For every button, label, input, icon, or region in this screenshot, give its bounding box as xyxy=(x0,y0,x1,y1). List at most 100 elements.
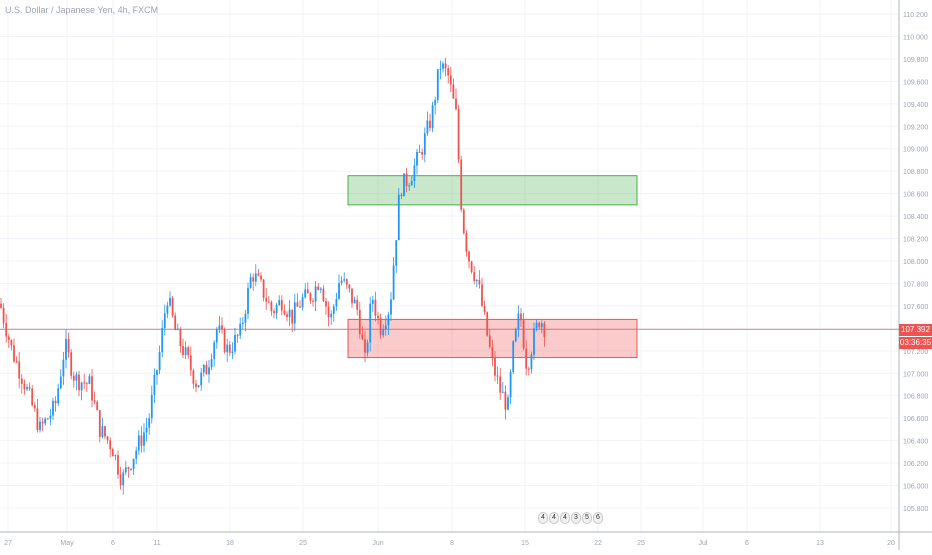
candle-body xyxy=(343,279,346,281)
candle-body xyxy=(314,286,317,302)
candle-body xyxy=(535,322,538,329)
x-tick-label: 13 xyxy=(816,540,824,547)
candle-body xyxy=(436,69,439,100)
y-tick-label: 107.200 xyxy=(903,349,928,356)
candle-body xyxy=(283,310,286,315)
candle-body xyxy=(377,315,379,319)
candle-body xyxy=(192,370,195,384)
candle-body xyxy=(236,335,239,337)
candle-body xyxy=(137,435,140,451)
candle-body xyxy=(447,68,450,76)
candle-body xyxy=(80,382,83,391)
candle-body xyxy=(457,109,460,160)
candle-body xyxy=(130,468,132,470)
candle-body xyxy=(208,367,210,375)
candle-body xyxy=(117,455,119,475)
x-tick-label: 6 xyxy=(745,540,749,547)
event-marker[interactable]: 3 xyxy=(571,512,581,524)
candle-body xyxy=(169,297,171,306)
candle-body xyxy=(332,306,335,314)
x-tick-label: 8 xyxy=(450,540,454,547)
y-tick-label: 106.800 xyxy=(903,394,928,401)
bar-countdown-label: 03:36:35 xyxy=(899,337,932,349)
candle-body xyxy=(241,322,244,324)
event-marker[interactable]: 4 xyxy=(560,512,570,524)
candle-body xyxy=(88,376,91,384)
event-marker[interactable]: 4 xyxy=(549,512,559,524)
y-tick-label: 109.600 xyxy=(903,79,928,86)
y-tick-label: 106.000 xyxy=(903,484,928,491)
candle-body xyxy=(156,370,158,375)
candle-body xyxy=(517,313,520,330)
candle-body xyxy=(325,300,327,307)
candle-body xyxy=(478,279,481,285)
candle-body xyxy=(317,286,320,290)
candle-body xyxy=(223,329,226,353)
candle-body xyxy=(98,410,101,437)
candle-body xyxy=(26,387,28,390)
y-tick-label: 109.200 xyxy=(903,124,928,131)
candle-body xyxy=(111,449,114,457)
candle-body xyxy=(439,68,442,70)
candle-body xyxy=(122,472,125,486)
candle-body xyxy=(543,323,546,338)
event-marker[interactable]: 5 xyxy=(582,512,592,524)
candle-body xyxy=(286,314,288,318)
economic-events[interactable]: 4 4 4 3 5 6 xyxy=(538,512,603,524)
candle-body xyxy=(161,328,164,353)
candle-body xyxy=(449,75,452,85)
event-marker[interactable]: 6 xyxy=(593,512,603,524)
candle-body xyxy=(262,279,265,298)
x-tick-label: Jul xyxy=(699,540,708,547)
candle-body xyxy=(67,339,70,353)
candle-body xyxy=(15,361,18,363)
candle-body xyxy=(405,173,408,187)
candle-body xyxy=(28,387,31,389)
candle-body xyxy=(143,432,145,446)
x-tick-label: 18 xyxy=(226,540,234,547)
candle-body xyxy=(135,450,138,459)
candle-body xyxy=(278,300,281,305)
candle-body xyxy=(473,272,476,281)
candle-body xyxy=(327,306,330,318)
candle-body xyxy=(299,306,301,308)
candle-body xyxy=(85,383,88,385)
candle-body xyxy=(483,305,486,313)
candle-body xyxy=(379,318,382,336)
x-tick-label: 25 xyxy=(299,540,307,547)
y-tick-label: 106.200 xyxy=(903,461,928,468)
candle-body xyxy=(234,335,236,352)
y-tick-label: 108.000 xyxy=(903,259,928,266)
candle-body xyxy=(18,361,21,379)
candle-body xyxy=(460,159,463,210)
candle-body xyxy=(338,283,340,299)
candle-body xyxy=(507,397,509,410)
candle-body xyxy=(371,299,374,304)
candle-body xyxy=(403,173,405,197)
candle-body xyxy=(444,63,447,69)
candle-body xyxy=(501,391,504,393)
candle-body xyxy=(465,233,468,252)
candle-body xyxy=(52,400,54,416)
candle-body xyxy=(23,383,26,390)
y-tick-label: 107.600 xyxy=(903,304,928,311)
candle-body xyxy=(171,297,174,316)
candle-body xyxy=(452,84,455,99)
candle-body xyxy=(72,375,75,381)
x-tick-label: 11 xyxy=(153,540,160,547)
candle-body xyxy=(390,299,392,315)
candle-body xyxy=(387,314,390,326)
x-tick-label: 27 xyxy=(4,540,12,547)
x-tick-label: May xyxy=(60,540,74,547)
candle-body xyxy=(280,300,283,311)
event-marker[interactable]: 4 xyxy=(538,512,548,524)
candle-body xyxy=(260,275,262,280)
candle-body xyxy=(345,279,348,285)
candle-body xyxy=(20,378,23,384)
candle-body xyxy=(59,376,62,389)
candle-body xyxy=(522,320,525,349)
candle-body xyxy=(486,312,489,336)
candle-body xyxy=(2,307,5,323)
